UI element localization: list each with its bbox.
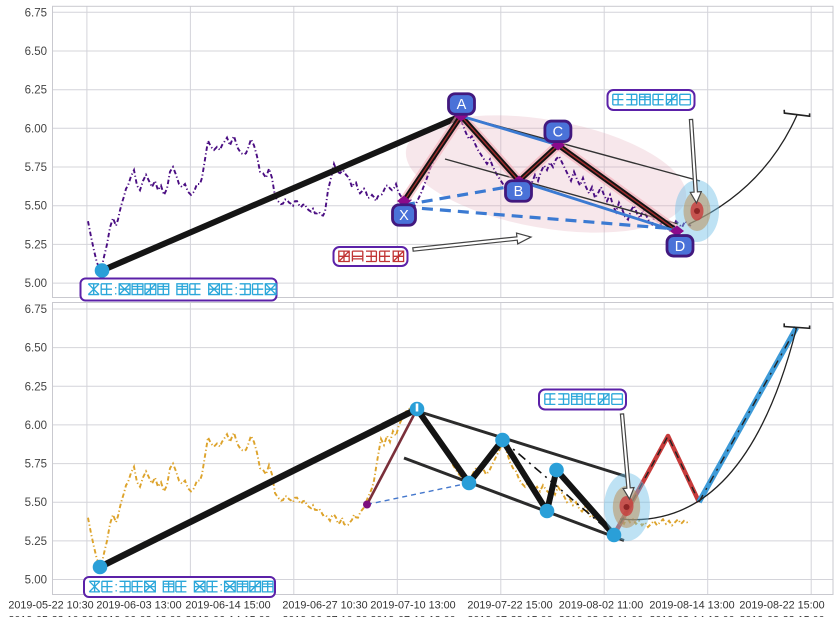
svg-text:2019-07-22 15:00: 2019-07-22 15:00 bbox=[467, 600, 552, 612]
svg-text:X: X bbox=[399, 208, 409, 224]
svg-text::: : bbox=[114, 281, 118, 297]
svg-text::: : bbox=[114, 579, 118, 595]
svg-text:2019-05-22 10:30: 2019-05-22 10:30 bbox=[8, 615, 93, 617]
svg-text:2019-08-14 13:00: 2019-08-14 13:00 bbox=[649, 600, 734, 612]
svg-text:2019-07-10 13:00: 2019-07-10 13:00 bbox=[370, 600, 455, 612]
svg-text:2019-08-02 11:00: 2019-08-02 11:00 bbox=[559, 600, 643, 612]
svg-text:5.00: 5.00 bbox=[25, 575, 47, 587]
svg-text:2019-06-27 10:30: 2019-06-27 10:30 bbox=[282, 600, 367, 612]
svg-text::: : bbox=[219, 579, 223, 595]
svg-text:2019-06-14 15:00: 2019-06-14 15:00 bbox=[185, 615, 270, 617]
svg-text:B: B bbox=[514, 184, 524, 200]
svg-text:2019-08-02 11:00: 2019-08-02 11:00 bbox=[559, 615, 643, 617]
svg-text:5.50: 5.50 bbox=[25, 497, 47, 509]
svg-text:6.25: 6.25 bbox=[25, 381, 47, 393]
svg-text:6.50: 6.50 bbox=[25, 46, 47, 58]
svg-text:2019-05-22 10:30: 2019-05-22 10:30 bbox=[8, 600, 93, 612]
svg-text:2019-07-22 15:00: 2019-07-22 15:00 bbox=[467, 615, 552, 617]
svg-text:5.75: 5.75 bbox=[25, 459, 47, 471]
svg-text:2019-06-03 13:00: 2019-06-03 13:00 bbox=[96, 615, 181, 617]
svg-text:2019-06-14 15:00: 2019-06-14 15:00 bbox=[185, 600, 270, 612]
svg-text::: : bbox=[234, 281, 238, 297]
svg-text:D: D bbox=[675, 239, 685, 255]
svg-text:2019-08-22 15:00: 2019-08-22 15:00 bbox=[739, 600, 824, 612]
svg-text:C: C bbox=[553, 125, 563, 141]
svg-text:6.75: 6.75 bbox=[25, 7, 47, 19]
svg-text:5.00: 5.00 bbox=[25, 278, 47, 290]
svg-text:5.50: 5.50 bbox=[25, 201, 47, 213]
svg-text:6.75: 6.75 bbox=[25, 304, 47, 316]
svg-text:6.00: 6.00 bbox=[25, 123, 47, 135]
svg-text:6.50: 6.50 bbox=[25, 343, 47, 355]
svg-text:5.75: 5.75 bbox=[25, 162, 47, 174]
svg-text:2019-06-03 13:00: 2019-06-03 13:00 bbox=[96, 600, 181, 612]
svg-text:A: A bbox=[457, 97, 467, 113]
svg-text:5.25: 5.25 bbox=[25, 239, 47, 251]
svg-text:2019-08-14 13:00: 2019-08-14 13:00 bbox=[649, 615, 734, 617]
svg-text:2019-06-27 10:30: 2019-06-27 10:30 bbox=[282, 615, 367, 617]
svg-text:6.00: 6.00 bbox=[25, 420, 47, 432]
svg-text:2019-08-22 15:00: 2019-08-22 15:00 bbox=[739, 615, 824, 617]
svg-text:2019-07-10 13:00: 2019-07-10 13:00 bbox=[370, 615, 455, 617]
svg-text:5.25: 5.25 bbox=[25, 536, 47, 548]
svg-text:6.25: 6.25 bbox=[25, 85, 47, 97]
